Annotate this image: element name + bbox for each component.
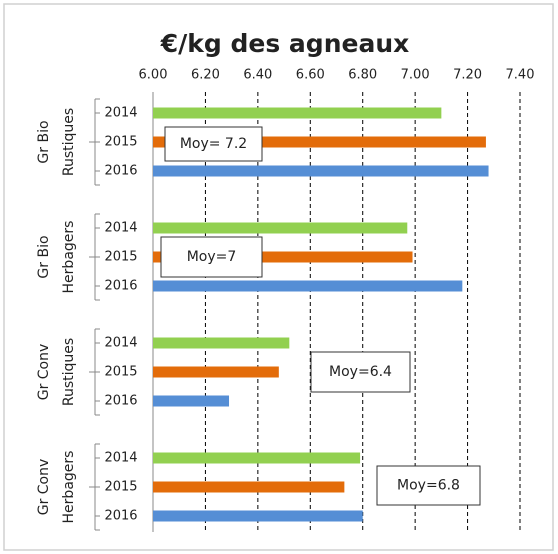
annotation-box [164, 126, 263, 162]
year-label: 2016 [104, 164, 137, 179]
group-label: Gr Conv [36, 344, 52, 401]
x-tick-label: 6.00 [139, 68, 168, 83]
bar [153, 481, 345, 493]
year-label: 2016 [104, 509, 137, 524]
bar [153, 366, 279, 378]
annotation: Moy=6.4 [329, 364, 392, 380]
year-label: 2014 [104, 451, 137, 466]
group-label: Gr Bio [36, 120, 52, 163]
bar [153, 222, 408, 234]
year-label: 2015 [104, 135, 137, 150]
group-label: Herbagers [61, 451, 77, 524]
x-tick-label: 7.20 [453, 68, 482, 83]
year-label: 2016 [104, 394, 137, 409]
annotation-box [310, 351, 411, 393]
x-tick-label: 6.80 [348, 68, 377, 83]
annotation-box [376, 465, 481, 506]
year-label: 2014 [104, 106, 137, 121]
x-tick-label: 7.00 [401, 68, 430, 83]
bar [153, 280, 463, 292]
group-label: Gr Bio [36, 235, 52, 278]
group-label: Herbagers [61, 221, 77, 294]
bar [153, 337, 290, 349]
annotation: Moy= 7.2 [180, 136, 247, 152]
x-tick-label: 7.40 [506, 68, 535, 83]
annotation-box [160, 236, 263, 278]
group-label: Gr Conv [36, 459, 52, 516]
bar [153, 452, 361, 464]
bar [153, 136, 486, 148]
annotation: Moy=6.8 [397, 478, 460, 494]
bar [153, 107, 442, 119]
bar [153, 165, 489, 177]
bar [153, 510, 363, 522]
x-tick-label: 6.20 [191, 68, 220, 83]
group-label: Rustiques [61, 338, 77, 406]
bar [153, 395, 230, 407]
year-label: 2016 [104, 279, 137, 294]
annotation: Moy=7 [187, 249, 237, 265]
group-label: Rustiques [61, 108, 77, 176]
year-label: 2014 [104, 221, 137, 236]
x-tick-label: 6.60 [296, 68, 325, 83]
year-label: 2015 [104, 365, 137, 380]
x-tick-label: 6.40 [243, 68, 272, 83]
year-label: 2014 [104, 336, 137, 351]
chart-title: €/kg des agneaux [160, 29, 410, 58]
bar [153, 251, 413, 263]
year-label: 2015 [104, 480, 137, 495]
year-label: 2015 [104, 250, 137, 265]
